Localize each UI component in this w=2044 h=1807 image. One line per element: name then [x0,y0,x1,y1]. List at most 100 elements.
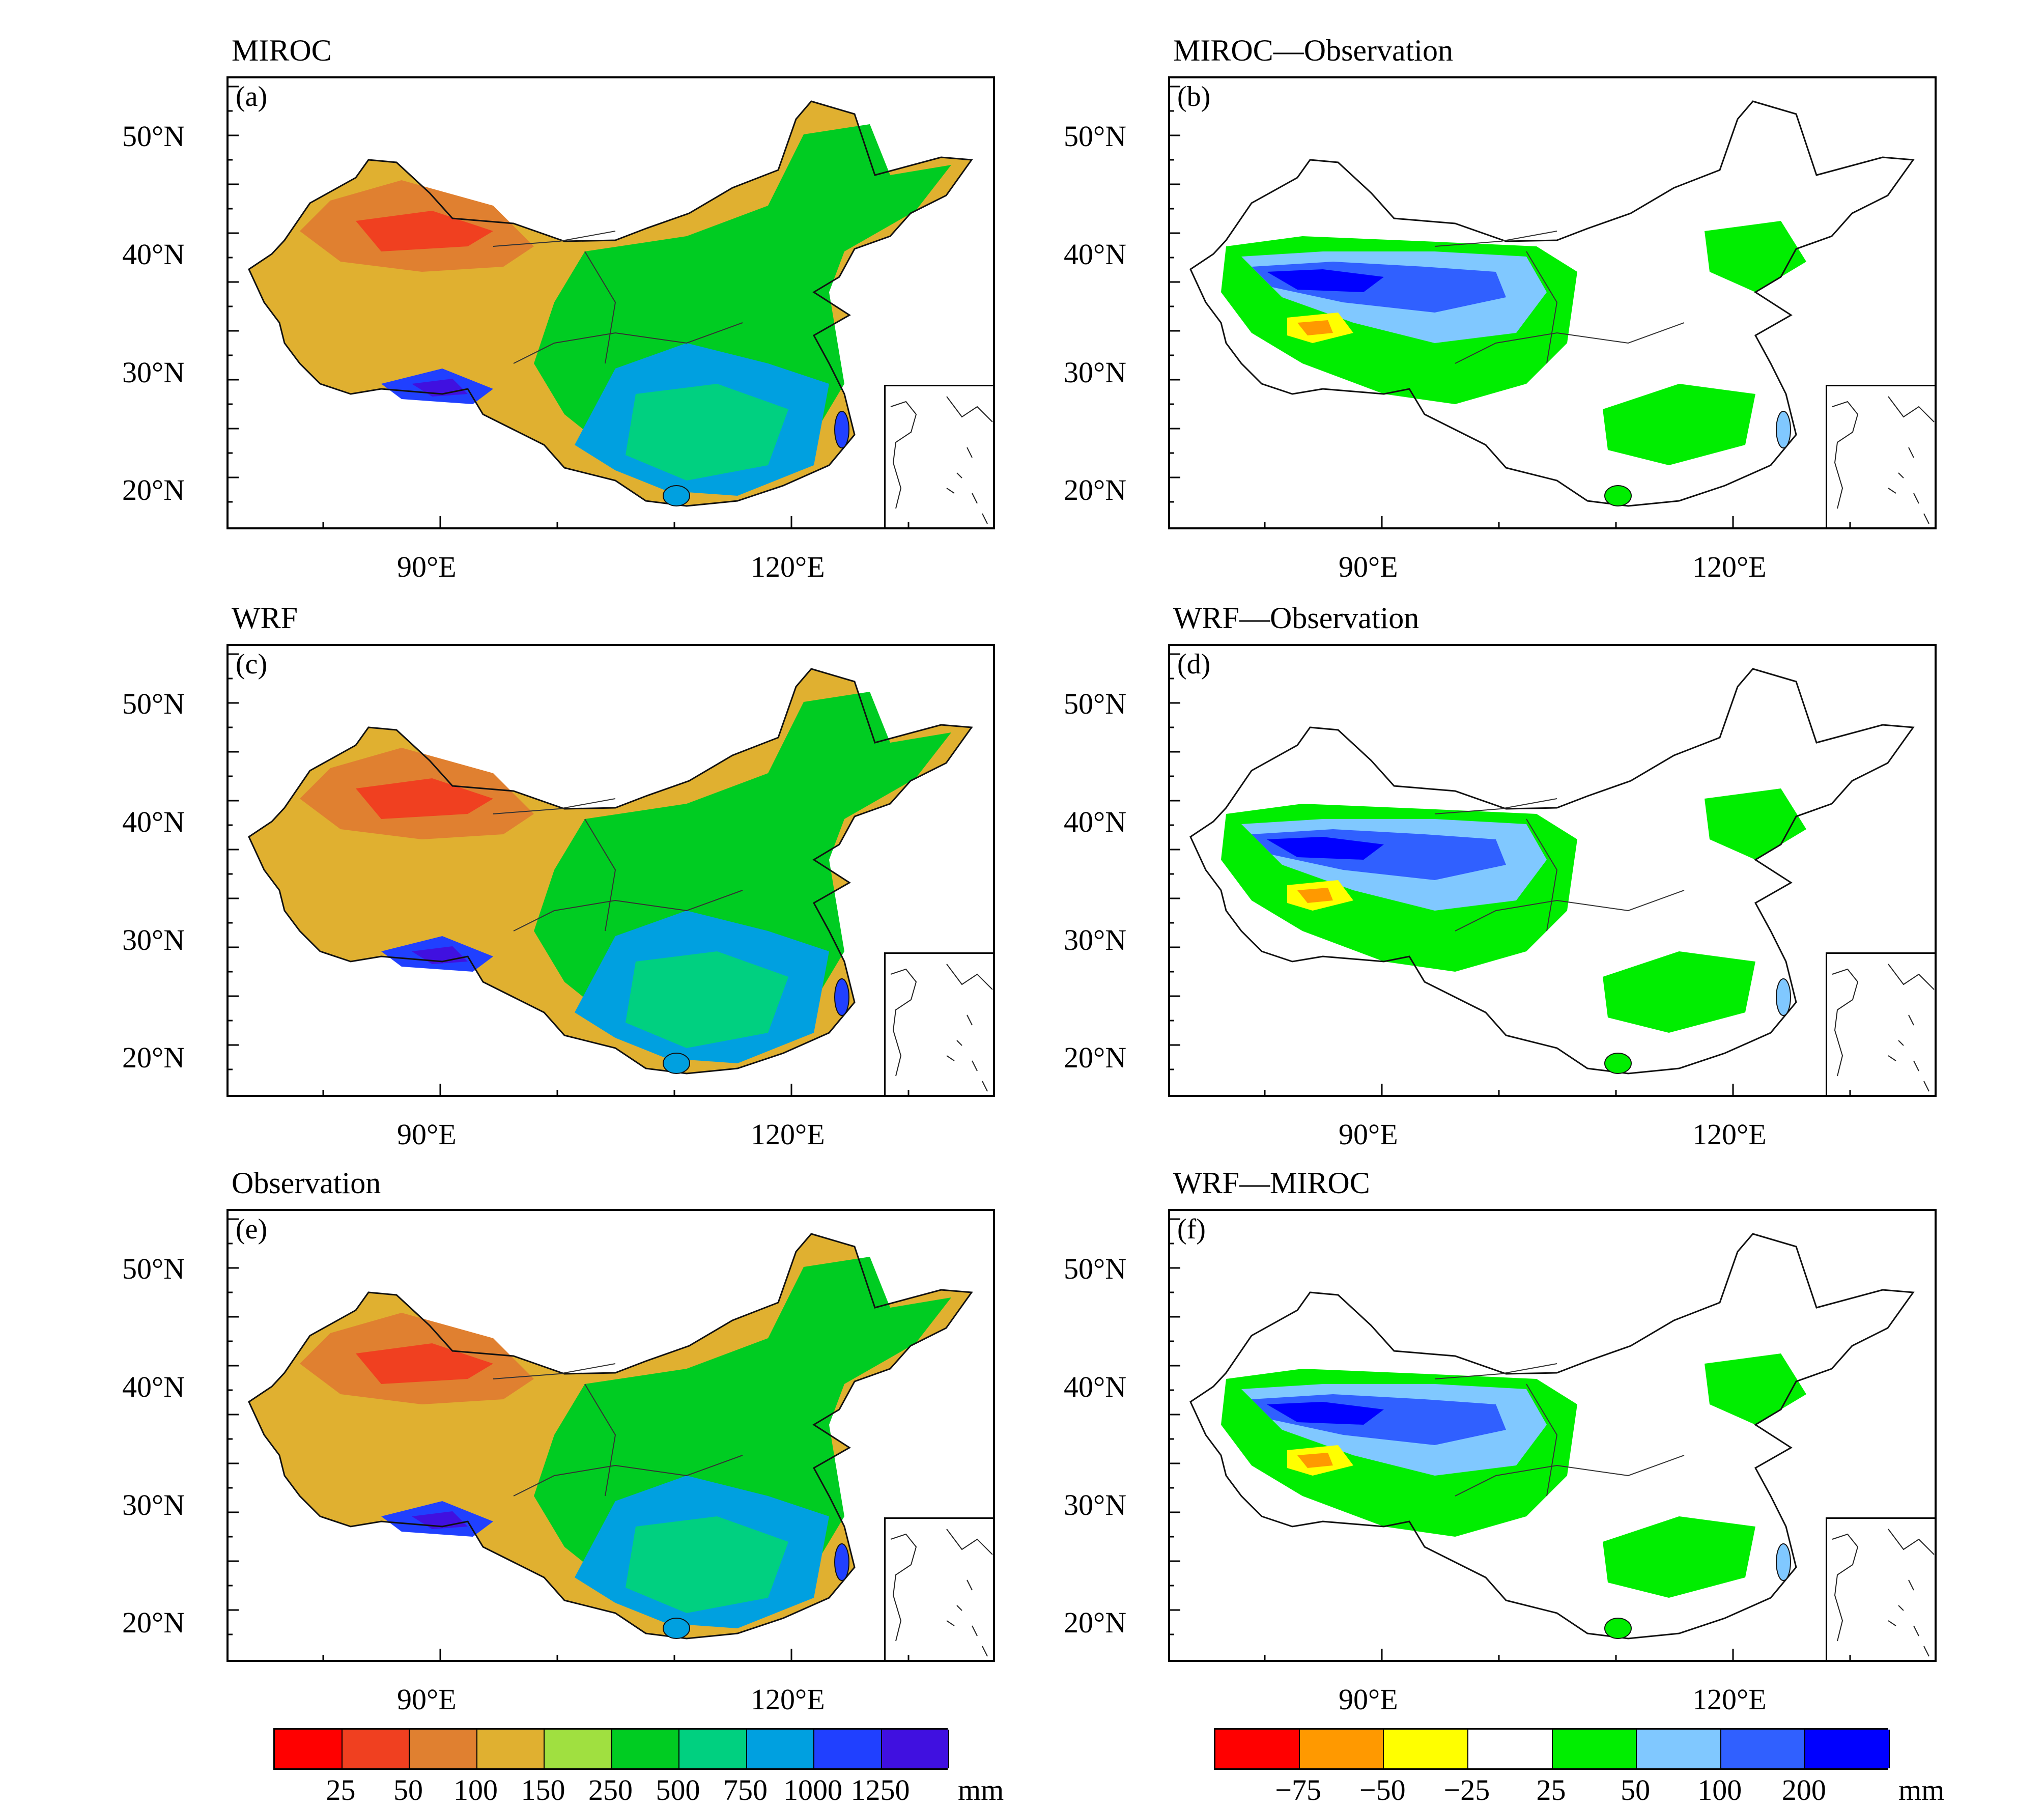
colorbar-swatch [342,1730,410,1768]
colorbar-label: 1000 [783,1773,842,1806]
latitude-label: 40°N [122,805,185,838]
colorbar-label: −25 [1443,1773,1490,1806]
panel-title: WRF—Observation [1173,601,1420,635]
latitude-label: 40°N [1064,1370,1127,1403]
latitude-label: 50°N [122,1252,185,1285]
china-boundary [1189,100,1915,507]
colorbar-swatch [882,1730,949,1768]
colorbar-swatch [747,1730,814,1768]
china-boundary [1189,1233,1915,1640]
south-china-sea-inset [1826,385,1935,527]
colorbar-swatch [1805,1730,1890,1768]
colorbar-label: 50 [1621,1773,1651,1806]
inset-map [1832,1529,1935,1657]
longitude-label: 90°E [1339,1118,1398,1151]
colorbar-label: 250 [588,1773,633,1806]
latitude-label: 40°N [122,238,185,271]
panel-label: (a) [236,81,268,112]
panel-title: WRF—MIROC [1173,1166,1370,1200]
china-boundary [248,668,973,1075]
hainan-island [663,485,690,506]
colorbar-box [1214,1728,1890,1770]
map-field [248,100,973,507]
longitude-label: 120°E [1692,1683,1767,1716]
taiwan-island [1776,411,1791,448]
south-china-sea-inset [1826,952,1935,1095]
latitude-label: 20°N [1064,1041,1127,1074]
panel-label: (b) [1177,81,1211,112]
colorbar-label: 50 [393,1773,423,1806]
latitude-label: 20°N [122,1041,185,1074]
colorbar-label: −75 [1275,1773,1321,1806]
colorbar-swatch [477,1730,545,1768]
map-frame [1168,1209,1937,1662]
latitude-label: 50°N [122,687,185,720]
panel-title: MIROC—Observation [1173,34,1453,67]
latitude-label: 40°N [1064,238,1127,271]
panel-label: (f) [1177,1213,1206,1245]
colorbar-swatch [1552,1730,1637,1768]
latitude-label: 30°N [1064,923,1127,956]
south-china-sea-inset [884,1517,993,1660]
colorbar-box [273,1728,949,1770]
panel-title: WRF [232,601,298,635]
longitude-label: 120°E [751,1118,825,1151]
taiwan-island [834,411,849,448]
south-china-sea-inset [884,952,993,1095]
panel-title: Observation [232,1166,381,1200]
map-frame [1168,76,1937,529]
latitude-label: 30°N [1064,1488,1127,1521]
latitude-label: 30°N [122,356,185,389]
china-boundary [1189,668,1915,1075]
colorbar-swatch [275,1730,343,1768]
colorbar-swatch [1384,1730,1468,1768]
inset-map [890,396,993,524]
south-china-sea-inset [1826,1517,1935,1660]
map-field [1189,1233,1915,1640]
colorbar-label: 750 [723,1773,768,1806]
colorbar-swatch [410,1730,477,1768]
colorbar-swatch [1468,1730,1553,1768]
basin-boundary [1434,1363,1685,1497]
taiwan-island [834,1543,849,1581]
latitude-label: 30°N [122,1488,185,1521]
map-field [248,668,973,1075]
hainan-island [1604,485,1632,506]
latitude-label: 50°N [1064,687,1127,720]
longitude-label: 120°E [751,550,825,583]
colorbar-label: 200 [1781,1773,1826,1806]
latitude-label: 50°N [1064,120,1127,153]
latitude-label: 50°N [122,120,185,153]
colorbar-label: 25 [1536,1773,1566,1806]
colorbar-label: 100 [453,1773,498,1806]
colorbar-label: 1250 [850,1773,910,1806]
colorbar-label: 150 [521,1773,565,1806]
longitude-label: 90°E [1339,1683,1398,1716]
hainan-island [663,1618,690,1639]
longitude-label: 90°E [1339,550,1398,583]
colorbar-label: −50 [1359,1773,1406,1806]
colorbar-swatch [1637,1730,1721,1768]
panel-label: (e) [236,1213,268,1245]
map-field [1189,668,1915,1075]
colorbar-swatch [612,1730,679,1768]
map-frame [226,76,995,529]
colorbar-swatch [545,1730,612,1768]
colorbar-swatch [679,1730,747,1768]
latitude-label: 20°N [122,1606,185,1639]
colorbar-label: 25 [326,1773,356,1806]
colorbar-swatch [1721,1730,1806,1768]
longitude-label: 90°E [397,1683,457,1716]
hainan-island [1604,1053,1632,1074]
inset-map [1832,396,1935,524]
map-field [248,1233,973,1640]
basin-boundary [1434,231,1685,364]
latitude-label: 20°N [1064,1606,1127,1639]
map-frame [1168,644,1937,1097]
longitude-label: 120°E [1692,550,1767,583]
longitude-label: 120°E [751,1683,825,1716]
taiwan-island [834,978,849,1016]
latitude-label: 50°N [1064,1252,1127,1285]
colorbar-unit: mm [958,1773,1004,1806]
latitude-label: 30°N [122,923,185,956]
